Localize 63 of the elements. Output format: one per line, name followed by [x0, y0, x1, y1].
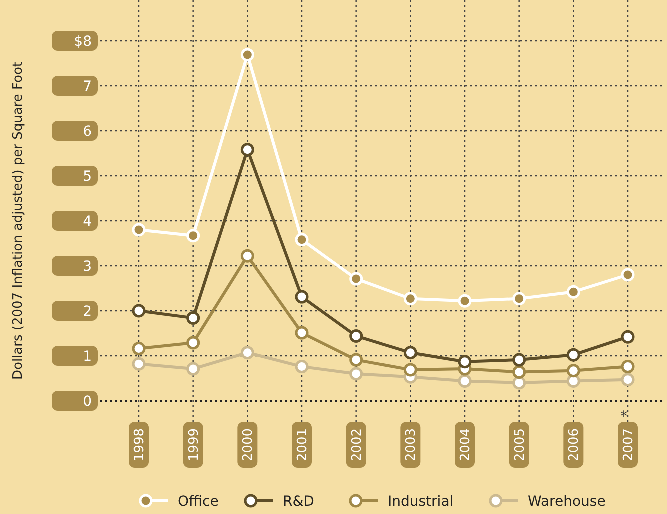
- point: [621, 373, 635, 387]
- y-tick-label: 3: [83, 258, 92, 275]
- point: [566, 364, 580, 378]
- point: [295, 360, 309, 374]
- point: [621, 330, 635, 344]
- point: [350, 329, 364, 343]
- point: [132, 357, 146, 371]
- point: [458, 355, 472, 369]
- point: [566, 285, 580, 299]
- legend-label: Office: [178, 494, 219, 510]
- x-tick-label: 2004: [458, 428, 474, 462]
- point: [512, 365, 526, 379]
- y-tick-label: 4: [83, 214, 92, 230]
- point: [404, 292, 418, 306]
- x-tick-label: 2006: [567, 428, 582, 462]
- y-tick-label: $8: [74, 34, 92, 50]
- x-tick-label: 2003: [404, 428, 420, 462]
- point: [621, 360, 635, 374]
- text: *: [620, 409, 628, 425]
- legend-label: Warehouse: [528, 494, 606, 510]
- point: [186, 362, 200, 376]
- x-tick-label: 2005: [512, 428, 528, 462]
- point: [295, 290, 309, 304]
- point: [512, 292, 526, 306]
- point: [350, 367, 364, 381]
- point: [132, 223, 146, 237]
- point: [240, 249, 254, 263]
- point: [240, 143, 254, 157]
- point: [566, 374, 580, 388]
- legend-label: Industrial: [388, 494, 454, 510]
- point: [240, 346, 254, 360]
- point: [458, 294, 472, 308]
- x-tick-label: 2002: [350, 428, 365, 462]
- x-tick-label: 2000: [241, 428, 256, 462]
- x-tick-label: 2007: [622, 428, 637, 462]
- point: [132, 304, 146, 318]
- point: [295, 326, 309, 340]
- point: [132, 342, 146, 356]
- point: [566, 348, 580, 362]
- point: [621, 268, 635, 282]
- point: [295, 233, 309, 247]
- point: [240, 48, 254, 62]
- point: [404, 346, 418, 360]
- y-tick-label: 0: [83, 394, 92, 410]
- point: [404, 363, 418, 377]
- y-axis-title: Dollars (2007 Inflation adjusted) per Square Foot: [11, 62, 26, 380]
- point: [512, 353, 526, 367]
- point: [512, 376, 526, 390]
- x-tick-label: 1998: [132, 428, 148, 462]
- point: [350, 353, 364, 367]
- y-tick-label: 2: [83, 304, 92, 320]
- y-tick-label: 6: [83, 124, 92, 140]
- x-tick-label: 2001: [296, 428, 311, 462]
- point: [350, 272, 364, 286]
- legend-label: R&D: [283, 494, 314, 510]
- point: [458, 374, 472, 388]
- y-tick-label: 1: [83, 348, 92, 365]
- point: [186, 311, 200, 325]
- point: [186, 229, 200, 243]
- point: [186, 336, 200, 350]
- x-tick-label: 1999: [186, 428, 202, 462]
- y-tick-label: 5: [83, 168, 92, 185]
- y-tick-label: 7: [83, 78, 92, 95]
